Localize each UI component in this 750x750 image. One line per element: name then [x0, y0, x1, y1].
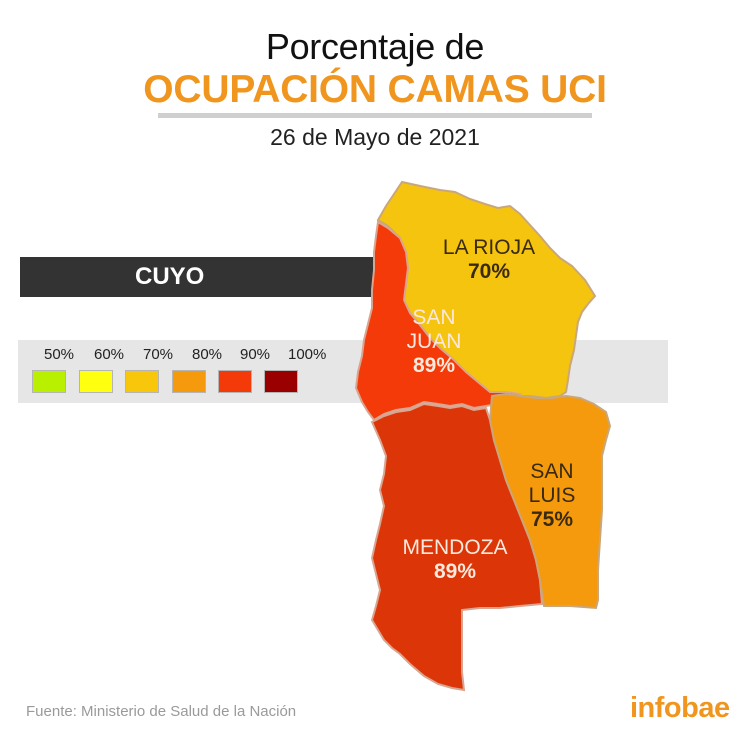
legend-swatch-80 — [172, 370, 206, 393]
legend-label-70: 70% — [143, 346, 174, 363]
region-label: CUYO — [135, 263, 205, 290]
date-subtitle: 26 de Mayo de 2021 — [270, 124, 480, 150]
title-line-1: Porcentaje de — [265, 26, 485, 67]
province-san-juan[interactable] — [354, 220, 523, 422]
legend-label-100: 100% — [288, 346, 327, 363]
legend-label-60: 60% — [94, 346, 125, 363]
legend-label-80: 80% — [192, 346, 223, 363]
legend-swatch-60 — [79, 370, 113, 393]
title-line-2: OCUPACIÓN CAMAS UCI — [143, 68, 607, 111]
province-name-la-rioja: LA RIOJA — [442, 236, 536, 259]
province-name-san-luis-1: SAN — [530, 460, 574, 483]
legend-label-90: 90% — [240, 346, 271, 363]
source-note: Fuente: Ministerio de Salud de la Nación — [26, 703, 297, 720]
legend-swatch-70 — [125, 370, 159, 393]
province-name-san-juan-1: SAN — [412, 306, 456, 329]
title-divider — [158, 113, 592, 118]
province-name-san-juan-2: JUAN — [406, 330, 462, 354]
infobae-logo: infobae — [630, 692, 730, 724]
province-value-mendoza: 89% — [433, 560, 477, 584]
province-name-san-luis-2: LUIS — [528, 484, 576, 508]
label-mendoza: MENDOZA 89% — [390, 536, 520, 584]
province-value-san-luis: 75% — [530, 508, 574, 532]
legend-label-50: 50% — [44, 346, 75, 363]
legend-swatch-90 — [218, 370, 252, 393]
label-la-rioja: LA RIOJA 70% — [424, 236, 554, 284]
province-mendoza[interactable] — [370, 402, 544, 692]
region-bar — [20, 257, 375, 297]
label-san-luis: SAN LUIS 75% — [512, 460, 592, 532]
province-value-la-rioja: 70% — [467, 260, 511, 284]
province-name-mendoza: MENDOZA — [402, 536, 508, 559]
label-san-juan: SAN JUAN 89% — [384, 306, 484, 378]
legend-swatch-100 — [264, 370, 298, 393]
province-value-san-juan: 89% — [412, 354, 456, 378]
province-san-luis[interactable] — [488, 392, 612, 610]
legend-swatch-50 — [32, 370, 66, 393]
